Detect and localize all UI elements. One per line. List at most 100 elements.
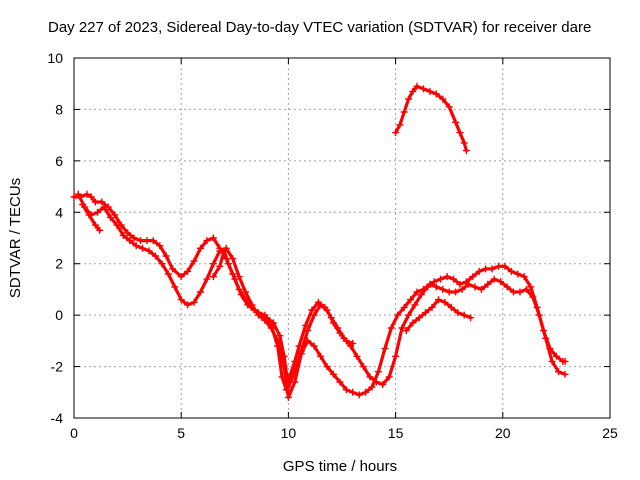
data-point-marker	[456, 129, 464, 137]
data-point-marker	[284, 383, 292, 391]
data-point-marker	[422, 309, 430, 317]
data-point-marker	[439, 95, 447, 103]
data-point-marker	[197, 288, 204, 296]
data-point-marker	[405, 95, 412, 103]
data-point-marker	[91, 198, 99, 206]
data-point-marker	[197, 244, 204, 252]
y-tick-label: 6	[55, 153, 63, 169]
data-point-marker	[516, 288, 524, 296]
data-point-marker	[169, 265, 177, 273]
data-point-marker	[119, 231, 127, 239]
data-point-marker	[428, 303, 436, 311]
data-point-marker	[257, 311, 264, 319]
data-point-marker	[70, 193, 78, 201]
data-point-marker	[529, 293, 537, 301]
data-point-marker	[96, 226, 104, 234]
y-tick-label: 0	[55, 307, 63, 323]
series-line	[211, 249, 355, 389]
data-point-marker	[520, 273, 528, 281]
data-point-marker	[507, 267, 515, 275]
data-point-marker	[308, 306, 316, 314]
data-point-marker	[426, 87, 434, 95]
data-point-marker	[488, 265, 496, 273]
data-point-marker	[374, 368, 382, 376]
data-point-marker	[437, 275, 445, 283]
data-point-marker	[158, 260, 166, 268]
data-point-marker	[310, 311, 318, 319]
data-point-marker	[400, 303, 408, 311]
data-point-marker	[439, 285, 447, 293]
data-point-marker	[495, 262, 502, 270]
data-point-marker	[426, 280, 434, 288]
data-point-marker	[379, 381, 387, 389]
data-point-marker	[402, 327, 410, 335]
data-point-marker	[156, 242, 164, 250]
data-point-marker	[441, 298, 449, 306]
x-tick-label: 20	[495, 425, 511, 441]
data-point-marker	[409, 319, 417, 327]
series-trace-d	[392, 82, 470, 155]
data-point-marker	[469, 273, 477, 281]
y-tick-label: 2	[55, 256, 63, 272]
data-point-marker	[244, 301, 252, 309]
data-point-marker	[398, 324, 406, 332]
data-point-marker	[317, 301, 325, 309]
data-point-marker	[184, 301, 192, 309]
data-point-marker	[430, 278, 438, 286]
data-point-marker	[106, 213, 114, 221]
data-point-marker	[435, 296, 442, 304]
data-point-marker	[396, 121, 404, 129]
data-point-marker	[385, 373, 393, 381]
data-point-marker	[190, 257, 198, 265]
data-point-marker	[336, 378, 344, 386]
data-point-marker	[349, 339, 357, 347]
data-point-marker	[462, 147, 470, 155]
data-point-marker	[460, 311, 468, 319]
data-point-marker	[420, 285, 427, 293]
data-point-marker	[85, 211, 93, 219]
data-point-marker	[409, 87, 417, 95]
data-point-marker	[420, 85, 427, 93]
data-point-marker	[413, 82, 421, 90]
series-line	[394, 84, 468, 153]
data-point-marker	[392, 129, 400, 137]
data-point-marker	[342, 386, 350, 394]
data-point-marker	[203, 275, 211, 283]
data-point-marker	[387, 324, 395, 332]
data-point-marker	[368, 383, 376, 391]
data-point-marker	[177, 273, 185, 281]
chart-title: Day 227 of 2023, Sidereal Day-to-day VTE…	[48, 19, 591, 36]
y-tick-label: -4	[51, 410, 64, 426]
data-point-marker	[113, 221, 121, 229]
data-point-marker	[203, 237, 211, 245]
series-trace-b	[74, 190, 569, 401]
data-point-marker	[291, 368, 299, 376]
x-tick-label: 10	[281, 425, 297, 441]
data-point-marker	[392, 352, 400, 360]
series-line	[72, 192, 567, 392]
data-point-marker	[503, 283, 511, 291]
data-point-marker	[323, 363, 331, 371]
data-point-marker	[323, 306, 331, 314]
data-point-marker	[411, 301, 419, 309]
data-point-marker	[510, 288, 517, 296]
data-point-marker	[527, 283, 535, 291]
grid-lines	[74, 58, 610, 418]
data-point-marker	[497, 278, 505, 286]
plot-frame	[73, 57, 611, 419]
data-point-marker	[276, 332, 284, 340]
data-point-marker	[98, 198, 106, 206]
data-point-marker	[548, 357, 556, 365]
data-point-marker	[454, 309, 462, 317]
data-point-marker	[501, 262, 509, 270]
data-point-marker	[366, 373, 374, 381]
axis-ticks: 0 5 10 15 20 25 -4 -2 0 2 4 6 8 10	[47, 50, 618, 441]
data-point-marker	[220, 247, 228, 255]
data-point-marker	[143, 237, 151, 245]
data-point-marker	[561, 370, 569, 378]
data-point-marker	[467, 314, 475, 322]
data-point-marker	[132, 242, 140, 250]
data-point-marker	[237, 291, 245, 299]
data-point-marker	[216, 262, 224, 270]
data-point-marker	[130, 234, 138, 242]
